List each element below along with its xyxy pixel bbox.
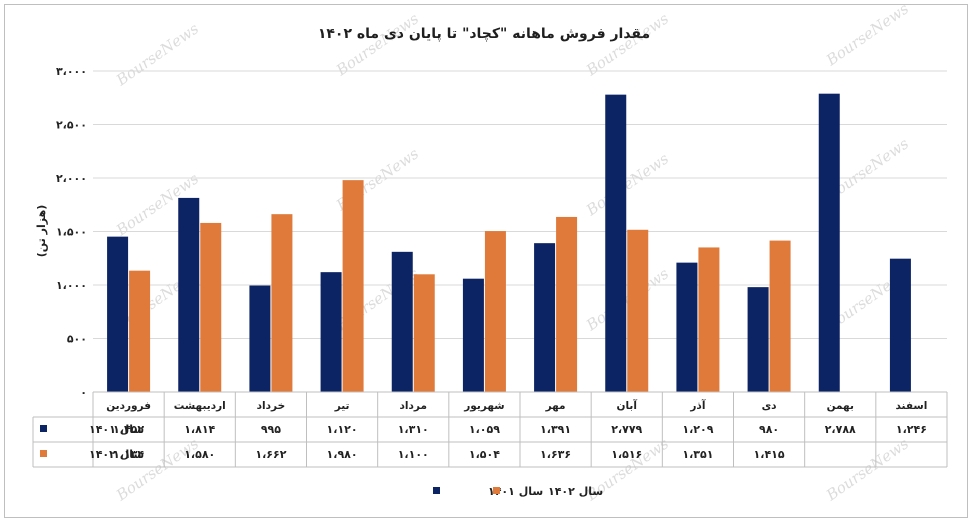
bar-series-1401: [676, 262, 698, 392]
watermark-text: BourseNews: [112, 19, 202, 90]
watermark-text: BourseNews: [582, 9, 672, 80]
data-label: ۱،۴۵۲: [113, 423, 144, 436]
watermark-text: BourseNews: [822, 5, 912, 70]
data-label: ۲،۷۸۸: [825, 423, 856, 436]
watermark-text: BourseNews: [582, 264, 672, 335]
data-label: ۱،۳۹۱: [540, 423, 571, 436]
data-label: ۹۹۵: [261, 423, 281, 436]
bar-series-1402: [769, 240, 791, 392]
data-label: ۱،۸۱۴: [184, 423, 215, 436]
bar-series-1401: [107, 236, 129, 392]
chart-frame: BourseNews BourseNews BourseNews BourseNews…: [4, 4, 968, 518]
chart-canvas: BourseNews BourseNews BourseNews BourseNews…: [32, 5, 948, 505]
data-label: ۱،۳۵۱: [682, 448, 713, 461]
bar-series-1402: [556, 216, 578, 392]
category-label: تیر: [334, 400, 350, 412]
bar-series-1401: [534, 243, 556, 392]
bar-series-1401: [605, 94, 627, 392]
legend-label: سال ۱۴۰۱: [488, 485, 543, 498]
bar-series-1401: [889, 258, 911, 392]
bar-series-1401: [320, 272, 342, 392]
data-label: ۲،۷۷۹: [611, 423, 642, 436]
y-tick-label: ۱،۰۰۰: [56, 279, 87, 292]
legend-label: سال ۱۴۰۲: [548, 485, 603, 498]
bar-series-1402: [200, 222, 222, 392]
data-label: ۱،۴۱۵: [754, 448, 785, 461]
bar-series-1402: [627, 229, 649, 392]
bar-series-1402: [698, 247, 720, 392]
data-label: ۱،۳۱۰: [398, 423, 429, 436]
y-tick-label: ۳،۰۰۰: [56, 65, 87, 78]
category-label: فروردین: [106, 400, 151, 412]
category-label: مرداد: [400, 400, 427, 412]
series-row-label: سال ۱۴۰۱: [89, 423, 144, 436]
bar-series-1402: [484, 231, 506, 392]
category-label: اردیبهشت: [174, 400, 226, 412]
data-label: ۱،۵۰۴: [469, 448, 500, 461]
watermark-text: BourseNews: [112, 434, 202, 505]
bar-series-1402: [129, 270, 151, 392]
data-label: ۱،۲۴۶: [896, 423, 927, 436]
watermark-text: BourseNews: [332, 9, 422, 80]
bar-series-1401: [249, 285, 271, 392]
bar-series-1401: [818, 93, 840, 393]
category-label: دی: [762, 400, 778, 412]
data-label: ۹۸۰: [759, 423, 779, 436]
bar-series-1401: [391, 251, 413, 392]
y-tick-label: ۱،۵۰۰: [56, 226, 87, 239]
category-label: مهر: [545, 400, 566, 412]
data-label: ۱،۶۳۶: [540, 448, 571, 461]
bar-series-1402: [413, 274, 435, 392]
watermark-text: BourseNews: [582, 149, 672, 220]
series-key-swatch: [40, 450, 47, 457]
series-key-swatch: [40, 425, 47, 432]
legend-swatch: [433, 487, 440, 494]
watermark-text: BourseNews: [822, 434, 912, 505]
series-row-label: سال ۱۴۰۲: [89, 448, 144, 461]
data-label: ۱،۰۵۹: [469, 423, 500, 436]
bar-series-1402: [271, 214, 293, 392]
data-label: ۱،۵۸۰: [184, 448, 215, 461]
bar-series-1402: [342, 180, 364, 392]
data-label: ۱،۱۲۰: [327, 423, 358, 436]
data-label: ۱،۱۳۴: [113, 448, 144, 461]
y-tick-label: ۰: [80, 386, 87, 399]
legend-swatch: [493, 487, 500, 494]
data-label: ۱،۶۶۲: [255, 448, 286, 461]
y-tick-label: ۲،۰۰۰: [56, 172, 87, 185]
data-label: ۱،۹۸۰: [327, 448, 358, 461]
data-label: ۱،۲۰۹: [682, 423, 713, 436]
category-label: خرداد: [257, 400, 285, 412]
category-label: آبان: [617, 399, 638, 412]
y-tick-label: ۲،۵۰۰: [56, 119, 87, 132]
data-label: ۱،۱۰۰: [398, 448, 429, 461]
category-label: آذر: [689, 399, 705, 412]
category-label: بهمن: [827, 400, 854, 412]
bar-series-1401: [747, 287, 769, 392]
y-tick-label: ۵۰۰: [67, 333, 87, 346]
bar-series-1401: [178, 197, 200, 392]
y-axis-label: (هزار تن): [35, 205, 48, 258]
chart-title: مقدار فروش ماهانه "کچاد" تا پایان دی ماه…: [318, 26, 650, 42]
category-label: شهریور: [463, 400, 504, 412]
data-label: ۱،۵۱۶: [611, 448, 642, 461]
bar-series-1401: [462, 278, 484, 392]
category-label: اسفند: [895, 400, 927, 412]
